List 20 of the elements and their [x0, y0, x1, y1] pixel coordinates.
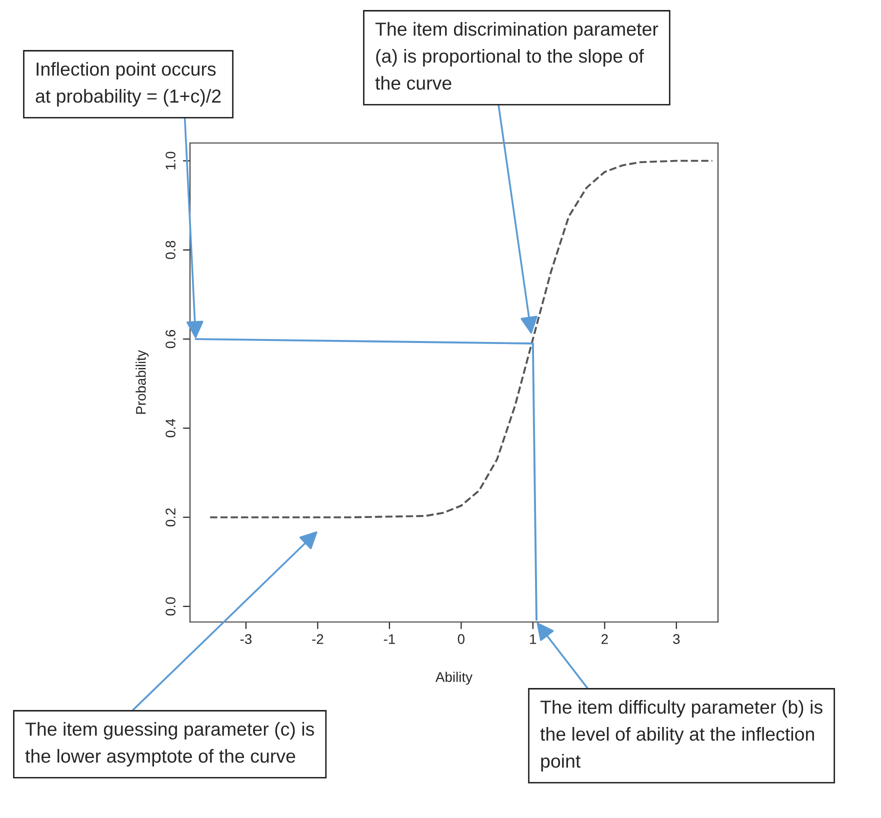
annotation: The item discrimination parameter (a) is proportional to the slope of the curve	[375, 22, 658, 90]
line-series	[209, 160, 714, 518]
annotation: Inflection point occurs at probability = (1+c)/2	[36, 62, 221, 106]
x-tick-label: 1	[530, 634, 536, 644]
y-tick-label: 0.8	[166, 240, 176, 260]
x-tick-label: 3	[673, 634, 680, 644]
y-tick-label: 1.0	[166, 152, 176, 170]
x-axis-title: Ability	[436, 672, 472, 685]
annotation: The item difficulty parameter (b) is the level of ability at the inflection point	[540, 700, 822, 772]
x-tick-label: 0	[458, 634, 464, 644]
y-tick-label: 0.4	[166, 418, 176, 438]
y-axis-title: Probability	[136, 350, 149, 414]
y-tick-label: 0.6	[166, 330, 176, 348]
y-tick-label: 0.0	[166, 597, 176, 616]
x-tick-label: -2	[312, 634, 324, 644]
y-tick-label: 0.2	[166, 508, 176, 526]
x-tick-label: -1	[384, 634, 395, 644]
x-tick-label: -3	[240, 634, 252, 644]
x-tick-label: 2	[601, 634, 608, 644]
text: The item guessing parameter (c) is the lower asymptote of the curve	[25, 722, 314, 766]
